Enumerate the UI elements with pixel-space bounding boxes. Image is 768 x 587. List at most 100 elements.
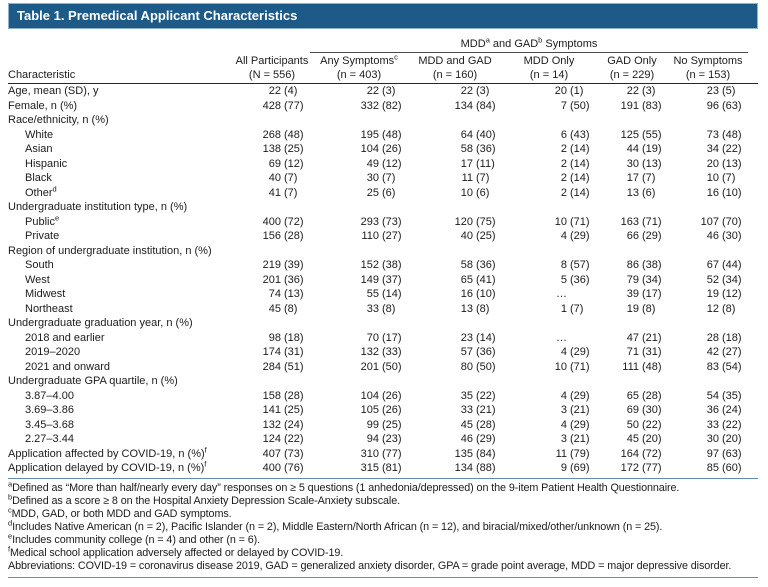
cell-value: 22 (3) bbox=[366, 85, 396, 98]
cell-value: 30 (13) bbox=[626, 157, 662, 170]
row-label: Application affected by COVID-19, n (%)f bbox=[8, 445, 207, 460]
table-row: Asian 138 (25) 104 (26) 58 (36) 2 (14) 44 (19) 34 (2… bbox=[8, 142, 758, 157]
cell-value: 13 (8) bbox=[460, 302, 490, 315]
cell-value: 49 (12) bbox=[366, 157, 402, 170]
section-row: Race/ethnicity, n (%) bbox=[8, 113, 758, 128]
cell-value: 6 (43) bbox=[560, 128, 590, 141]
section-label: Undergraduate institution type, n (%) bbox=[8, 201, 188, 214]
cell-value: 4 (29) bbox=[560, 230, 590, 243]
cell-value: 65 (28) bbox=[626, 389, 662, 402]
cell-value: 111 (48) bbox=[622, 360, 662, 373]
cell-value: 2 (14) bbox=[560, 172, 590, 185]
cell-value: 4 (29) bbox=[560, 346, 590, 359]
table-row: Midwest 74 (13) 55 (14) 16 (10) … 39 (17) 19 (12) bbox=[8, 287, 758, 302]
cell-value: 22 (3) bbox=[626, 85, 656, 98]
cell-value: 20 (13) bbox=[706, 157, 742, 170]
cell-value: 74 (13) bbox=[268, 288, 304, 301]
cell-value: 98 (18) bbox=[268, 331, 304, 344]
cell-value: 400 (72) bbox=[262, 215, 304, 228]
table-row: 2021 and onward 284 (51) 201 (50) 80 (50) 10 (71… bbox=[8, 360, 758, 375]
cell-value: 40 (7) bbox=[268, 172, 298, 185]
table-row: South 219 (39) 152 (38) 58 (36) 8 (57) 86 (38) 67 (4… bbox=[8, 258, 758, 273]
table-row: Female, n (%) 428 (77) 332 (82) 134 (84) 7 (50) 1… bbox=[8, 99, 758, 114]
table-row: Application delayed by COVID-19, n (%)f 4… bbox=[8, 460, 758, 476]
table-row: 2018 and earlier 98 (18) 70 (17) 23 (14) … 47 (21… bbox=[8, 331, 758, 346]
cell-value: 97 (63) bbox=[706, 447, 742, 460]
cell-value: 65 (41) bbox=[460, 273, 496, 286]
cell-value: 4 (29) bbox=[560, 418, 590, 431]
cell-value: 25 (6) bbox=[366, 186, 396, 199]
cell-value: 19 (12) bbox=[706, 288, 742, 301]
cell-value: 11 (79) bbox=[555, 447, 590, 460]
column-header: GAD Only (n = 229) bbox=[607, 55, 657, 81]
table-row: Hispanic 69 (12) 49 (12) 17 (11) 2 (14) 30 (13) 20(… bbox=[8, 157, 758, 172]
table-row: 2.27–3.44 124 (22) 94 (23) 46 (29) 3 (21) 45 (20) 3… bbox=[8, 432, 758, 447]
cell-value: 33 (22) bbox=[706, 418, 742, 431]
cell-value: 13 (6) bbox=[626, 186, 656, 199]
cell-value: 174 (31) bbox=[262, 346, 304, 359]
row-label: 3.69–3.86 bbox=[25, 404, 74, 417]
cell-value: 46 (30) bbox=[706, 230, 742, 243]
cell-value: 152 (38) bbox=[360, 259, 402, 272]
cell-value: 55 (14) bbox=[366, 288, 402, 301]
section-label: Undergraduate graduation year, n (%) bbox=[8, 317, 193, 330]
column-header-row: Characteristic All Participants (N = 556)… bbox=[8, 52, 758, 82]
cell-value: 141 (25) bbox=[262, 404, 304, 417]
cell-value: 10 (71) bbox=[554, 215, 590, 228]
cell-value: 67 (44) bbox=[706, 259, 742, 272]
cell-value: 2 (14) bbox=[560, 143, 590, 156]
row-label: Black bbox=[25, 172, 52, 185]
span-header-row: MDDa and GADb Symptoms bbox=[8, 36, 758, 53]
cell-value: 70 (17) bbox=[366, 331, 402, 344]
section-row: Region of undergraduate institution, n (… bbox=[8, 244, 758, 259]
cell-value: 132 (33) bbox=[360, 346, 402, 359]
cell-value: 310 (77) bbox=[360, 447, 402, 460]
cell-value: 50 (22) bbox=[626, 418, 662, 431]
cell-value: 17 (11) bbox=[460, 157, 495, 170]
column-header: MDD and GAD (n = 160) bbox=[418, 55, 492, 81]
cell-value: 9 (69) bbox=[560, 462, 590, 475]
cell-value: 79 (34) bbox=[626, 273, 662, 286]
cell-value: 36 (24) bbox=[706, 404, 742, 417]
table-row: 3.45–3.68 132 (24) 99 (25) 45 (28) 4 (29) 50 (22) 3… bbox=[8, 418, 758, 433]
section-label: Undergraduate GPA quartile, n (%) bbox=[8, 375, 178, 388]
cell-value: 164 (72) bbox=[620, 447, 662, 460]
cell-value: 40 (25) bbox=[460, 230, 496, 243]
cell-value: 17 (7) bbox=[626, 172, 656, 185]
section-row: Undergraduate graduation year, n (%) bbox=[8, 316, 758, 331]
cell-value: 104 (26) bbox=[360, 143, 402, 156]
cell-value: 2 (14) bbox=[560, 186, 590, 199]
cell-value: 149 (37) bbox=[360, 273, 402, 286]
row-label: West bbox=[25, 273, 50, 286]
cell-value: 34 (22) bbox=[706, 143, 742, 156]
cell-value: 7 (50) bbox=[560, 99, 590, 112]
cell-value: 201 (50) bbox=[360, 360, 402, 373]
cell-value: 158 (28) bbox=[262, 389, 304, 402]
column-header: MDD Only (n = 14) bbox=[523, 55, 575, 81]
row-label: 2021 and onward bbox=[25, 360, 111, 373]
row-label: Publice bbox=[25, 213, 60, 228]
cell-value: 407 (73) bbox=[262, 447, 304, 460]
section-label: Region of undergraduate institution, n (… bbox=[8, 244, 212, 257]
cell-value: 66 (29) bbox=[626, 230, 662, 243]
cell-value: 54 (35) bbox=[706, 389, 742, 402]
cell-value: 69 (30) bbox=[626, 404, 662, 417]
cell-value: 42 (27) bbox=[706, 346, 742, 359]
cell-value: 293 (73) bbox=[360, 215, 402, 228]
cell-value: 96 (63) bbox=[706, 99, 742, 112]
cell-value: 86 (38) bbox=[626, 259, 662, 272]
cell-value: 5 (36) bbox=[560, 273, 590, 286]
cell-value: 134 (84) bbox=[454, 99, 496, 112]
cell-value: 219 (39) bbox=[262, 259, 304, 272]
row-label: 2019–2020 bbox=[25, 346, 81, 359]
table-row: 2019–2020 174 (31) 132 (33) 57 (36) 4 (29) 71 (31)… bbox=[8, 345, 758, 360]
cell-value: 80 (50) bbox=[460, 360, 496, 373]
table-row: White 268 (48) 195 (48) 64 (40) 6 (43) 125 (55) 73(… bbox=[8, 128, 758, 143]
section-label: Race/ethnicity, n (%) bbox=[8, 114, 109, 127]
cell-value: 201 (36) bbox=[262, 273, 304, 286]
column-header: Any Symptomsc (n = 403) bbox=[320, 52, 398, 81]
row-label: Private bbox=[25, 230, 60, 243]
cell-value: 1 (7) bbox=[560, 302, 584, 315]
cell-value: 22 (3) bbox=[460, 85, 490, 98]
cell-value: 45 (8) bbox=[268, 302, 298, 315]
